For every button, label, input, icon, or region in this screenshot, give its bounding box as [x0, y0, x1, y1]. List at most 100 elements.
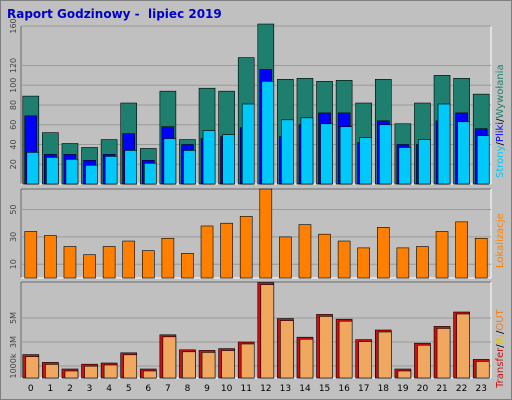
bar-transfer-out-14 — [299, 338, 314, 379]
bar-transfer-out-22 — [456, 313, 470, 379]
x-tick-label: 6 — [145, 384, 151, 394]
legend-separator: / — [495, 344, 506, 348]
panel-background — [21, 282, 491, 378]
bar-transfer-out-20 — [417, 344, 431, 379]
bar-strony-22 — [457, 121, 470, 185]
bar-transfer-out-9 — [201, 352, 216, 379]
bar-lokalizacje-12 — [259, 188, 273, 279]
legend-in: IN — [495, 334, 506, 344]
x-tick-label: 8 — [185, 384, 191, 394]
bar-lokalizacje-17 — [357, 247, 371, 279]
bar-lokalizacje-7 — [161, 237, 175, 279]
bar-lokalizacje-11 — [239, 216, 253, 279]
y-tick-label: 40 — [9, 139, 18, 149]
bar-transfer-out-17 — [358, 341, 373, 379]
bar-transfer-out-15 — [319, 316, 333, 379]
bar-transfer-out-21 — [436, 328, 451, 379]
bar-strony-7 — [163, 138, 177, 185]
legend-lokalizacje: Lokalizacje — [495, 213, 506, 268]
x-tick-label: 22 — [456, 384, 467, 394]
bar-strony-19 — [398, 147, 412, 185]
bar-lokalizacje-5 — [122, 240, 136, 279]
bar-lokalizacje-3 — [83, 254, 96, 279]
bar-lokalizacje-23 — [474, 237, 488, 279]
x-tick-label: 12 — [260, 384, 271, 394]
panel-2: 1000k 3M 5M — [9, 281, 492, 379]
bar-transfer-out-0 — [25, 356, 40, 379]
bar-lokalizacje-1 — [44, 235, 57, 279]
x-tick-label: 9 — [204, 384, 210, 394]
legend-separator: / — [495, 330, 506, 334]
bar-strony-14 — [300, 117, 314, 185]
bar-transfer-out-12 — [260, 284, 275, 379]
y-tick-label: 60 — [9, 120, 18, 130]
panel-background — [21, 189, 491, 278]
bar-strony-3 — [85, 164, 98, 185]
bar-strony-2 — [65, 159, 79, 185]
bar-transfer-out-16 — [338, 320, 353, 379]
bar-lokalizacje-20 — [416, 246, 429, 279]
bar-lokalizacje-9 — [200, 225, 214, 279]
bar-strony-21 — [437, 103, 451, 185]
bar-lokalizacje-16 — [337, 240, 351, 279]
panel-1: 10 30 50 — [9, 188, 492, 279]
bar-strony-4 — [104, 156, 118, 185]
x-tick-label: 17 — [358, 384, 369, 394]
bar-transfer-out-7 — [162, 336, 177, 379]
legend-top: Strony/Pliki/Wywołania — [495, 64, 506, 178]
x-tick-label: 11 — [240, 384, 251, 394]
bar-lokalizacje-21 — [435, 231, 449, 279]
bar-lokalizacje-8 — [181, 253, 194, 279]
bar-strony-6 — [143, 162, 157, 185]
y-tick-label: 1000k — [9, 353, 18, 378]
chart-title: Raport Godzinowy - lipiec 2019 — [7, 7, 222, 21]
y-tick-label: 20 — [9, 159, 18, 169]
legend-pliki: Pliki — [495, 122, 506, 142]
x-tick-label: 14 — [299, 384, 311, 394]
x-tick-label: 15 — [319, 384, 330, 394]
y-tick-label: 50 — [9, 204, 18, 214]
bar-transfer-out-19 — [397, 370, 412, 379]
bar-transfer-out-8 — [182, 351, 196, 379]
bar-transfer-out-4 — [103, 364, 118, 379]
y-tick-label: 10 — [9, 259, 18, 269]
y-tick-label: 3M — [9, 336, 18, 348]
legend-transfer: Transfer — [495, 347, 506, 389]
bar-strony-16 — [339, 126, 353, 185]
y-tick-label: 100 — [9, 78, 18, 93]
bar-strony-11 — [241, 103, 255, 185]
bar-strony-18 — [378, 124, 392, 185]
bar-strony-12 — [261, 81, 275, 185]
legend-bottom: Transfer/IN/OUT — [495, 308, 506, 389]
legend-middle: Lokalizacje — [495, 213, 506, 268]
bar-lokalizacje-0 — [24, 231, 38, 279]
x-tick-label: 23 — [475, 384, 486, 394]
y-tick-label: 160 — [9, 18, 18, 33]
bar-strony-1 — [46, 157, 59, 185]
bar-lokalizacje-2 — [63, 246, 77, 279]
bar-transfer-out-10 — [221, 350, 235, 379]
legend-out: OUT — [495, 308, 506, 330]
x-tick-label: 5 — [126, 384, 132, 394]
bar-strony-10 — [222, 134, 235, 185]
y-tick-label: 120 — [9, 58, 18, 73]
bar-strony-0 — [26, 152, 40, 185]
bar-transfer-out-5 — [123, 354, 138, 379]
legend-strony: Strony — [495, 145, 506, 178]
bar-strony-13 — [281, 119, 294, 185]
bar-strony-20 — [418, 139, 431, 185]
x-tick-label: 3 — [87, 384, 93, 394]
x-tick-label: 18 — [378, 384, 390, 394]
bar-strony-17 — [359, 137, 373, 185]
bar-transfer-out-13 — [280, 320, 294, 379]
x-tick-label: 16 — [338, 384, 350, 394]
x-tick-label: 2 — [67, 384, 73, 394]
x-tick-label: 7 — [165, 384, 171, 394]
bar-strony-23 — [476, 135, 490, 185]
y-tick-label: 5M — [9, 312, 18, 324]
x-tick-label: 1 — [48, 384, 54, 394]
bar-transfer-out-18 — [377, 331, 392, 379]
bar-lokalizacje-4 — [102, 246, 116, 279]
x-tick-label: 19 — [397, 384, 409, 394]
